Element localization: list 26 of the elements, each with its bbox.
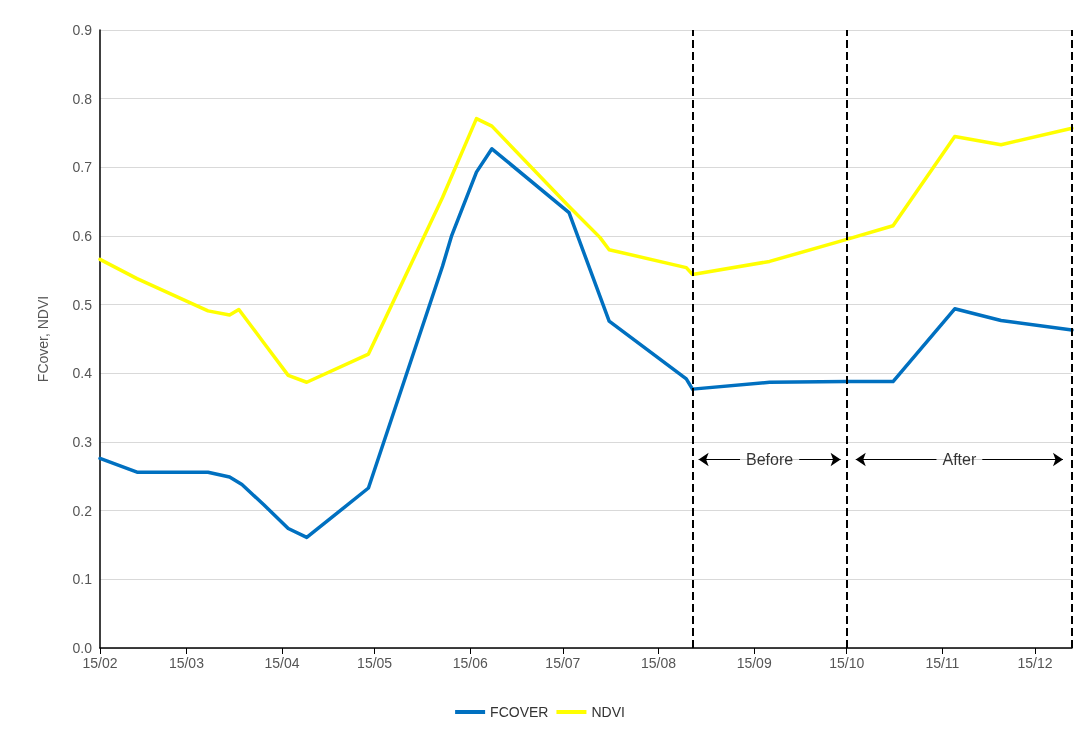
- x-tick-label: 15/05: [357, 655, 393, 671]
- x-tick-label: 15/11: [925, 655, 960, 671]
- y-tick-label: 0.4: [72, 365, 93, 382]
- y-tick-label: 0.6: [72, 228, 93, 244]
- x-tick-label: 15/03: [168, 655, 205, 671]
- annotation: After: [942, 451, 977, 469]
- y-tick-label: 0.3: [72, 434, 93, 450]
- x-tick-label: 15/07: [545, 655, 581, 671]
- y-tick-label: 0.9: [72, 22, 93, 38]
- y-tick-label: 0.1: [72, 571, 93, 588]
- legend-label: FCOVER: [490, 704, 549, 720]
- x-tick-label: 15/06: [452, 655, 489, 671]
- y-tick-label: 0.7: [72, 159, 93, 176]
- x-tick-label: 15/04: [264, 655, 300, 671]
- legend-label: NDVI: [591, 704, 625, 720]
- x-tick-label: 15/12: [1017, 655, 1053, 671]
- y-axis-title: FCover, NDVI: [35, 295, 51, 383]
- y-tick-label: 0.0: [72, 640, 93, 656]
- x-tick-label: 15/08: [640, 655, 677, 671]
- y-tick-label: 0.8: [72, 90, 93, 107]
- y-tick-label: 0.2: [72, 502, 93, 519]
- annotation: Before: [746, 451, 794, 469]
- y-tick-label: 0.5: [72, 296, 93, 313]
- x-tick-label: 15/09: [736, 655, 772, 671]
- x-tick-label: 15/02: [82, 655, 118, 671]
- x-tick-label: 15/10: [829, 655, 865, 671]
